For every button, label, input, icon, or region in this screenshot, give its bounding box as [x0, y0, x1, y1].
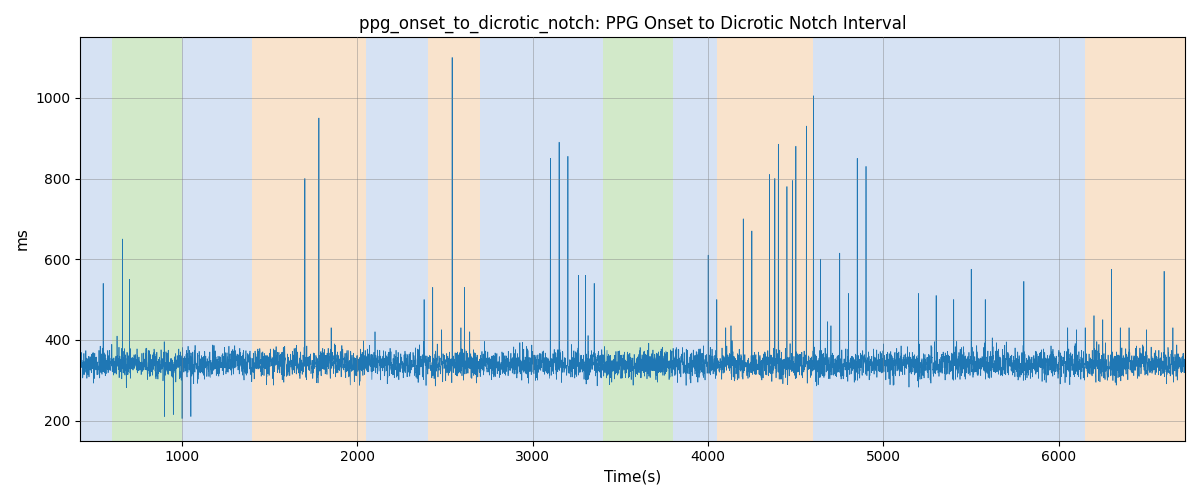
- Bar: [80, 38, 112, 440]
- Bar: [1085, 38, 1186, 440]
- Bar: [112, 38, 182, 440]
- Title: ppg_onset_to_dicrotic_notch: PPG Onset to Dicrotic Notch Interval: ppg_onset_to_dicrotic_notch: PPG Onset t…: [359, 15, 906, 34]
- Bar: [480, 38, 551, 440]
- Y-axis label: ms: ms: [14, 228, 30, 250]
- Bar: [252, 38, 366, 440]
- Bar: [182, 38, 252, 440]
- Bar: [602, 38, 673, 440]
- Bar: [673, 38, 716, 440]
- Bar: [366, 38, 427, 440]
- Bar: [857, 38, 1024, 440]
- Bar: [814, 38, 857, 440]
- X-axis label: Time(s): Time(s): [604, 470, 661, 485]
- Bar: [1024, 38, 1085, 440]
- Bar: [551, 38, 602, 440]
- Bar: [427, 38, 480, 440]
- Bar: [716, 38, 814, 440]
